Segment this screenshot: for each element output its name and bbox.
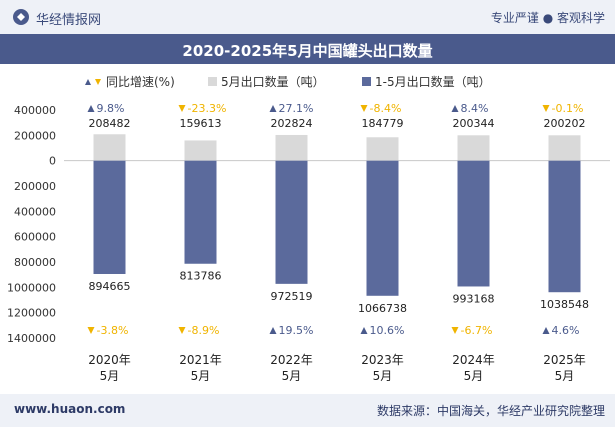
cumulative-bar bbox=[366, 160, 399, 296]
may-bar bbox=[275, 134, 308, 161]
cumulative-bar bbox=[93, 160, 126, 274]
x-category-label: 2024年 5月 bbox=[452, 353, 495, 383]
slogan: 专业严谨 ● 客观科学 bbox=[490, 11, 605, 25]
may-value-label: 202824 bbox=[271, 117, 313, 130]
legend-up-arrow-icon bbox=[85, 79, 91, 85]
growth-up-icon bbox=[360, 327, 368, 334]
cumulative-growth-label: 10.6% bbox=[370, 324, 405, 337]
growth-up-icon bbox=[87, 105, 95, 112]
x-axis: 2020年 5月 2021年 5月 2022年 5月 2023年 5月 2024年 5月 2025年… bbox=[88, 353, 586, 383]
may-growth-label: 8.4% bbox=[461, 102, 489, 115]
x-category-label: 2023年 5月 bbox=[361, 353, 404, 383]
y-tick-label: 800000 bbox=[14, 256, 56, 269]
may-growth-label: 9.8% bbox=[97, 102, 125, 115]
y-tick-label: 1000000 bbox=[7, 281, 56, 294]
cumulative-growth-label: -6.7% bbox=[461, 324, 493, 337]
may-bar bbox=[548, 135, 581, 161]
brand-name: 华经情报网 bbox=[36, 13, 102, 28]
footer-bar bbox=[0, 394, 615, 427]
x-category-label: 2022年 5月 bbox=[270, 353, 313, 383]
growth-up-icon bbox=[269, 327, 277, 334]
cumulative-growth-label: -3.8% bbox=[97, 324, 129, 337]
may-value-label: 200202 bbox=[544, 117, 586, 130]
cumulative-bar bbox=[275, 160, 308, 284]
x-category-label: 2025年 5月 bbox=[543, 353, 586, 383]
x-category-label: 2020年 5月 bbox=[88, 353, 131, 383]
growth-up-icon bbox=[542, 327, 550, 334]
y-tick-label: 200000 bbox=[14, 180, 56, 193]
legend-may-label: 5月出口数量（吨） bbox=[221, 74, 325, 89]
legend-growth-label: 同比增速(%) bbox=[106, 75, 175, 89]
growth-down-icon bbox=[178, 327, 186, 334]
legend-cumulative-swatch bbox=[362, 77, 371, 86]
x-category-label: 2021年 5月 bbox=[179, 353, 222, 383]
may-value-label: 208482 bbox=[89, 117, 131, 130]
cumulative-growth-label: -8.9% bbox=[188, 324, 220, 337]
may-bar bbox=[93, 134, 126, 161]
growth-down-icon bbox=[360, 105, 368, 112]
y-tick-label: 400000 bbox=[14, 205, 56, 218]
may-bar bbox=[184, 140, 217, 161]
growth-up-icon bbox=[269, 105, 277, 112]
cumulative-bar bbox=[457, 160, 490, 287]
growth-down-icon bbox=[542, 105, 550, 112]
may-growth-label: -8.4% bbox=[370, 102, 402, 115]
cumulative-bar bbox=[548, 160, 581, 293]
may-bar bbox=[366, 137, 399, 161]
cumulative-growth-label: 4.6% bbox=[552, 324, 580, 337]
may-growth-label: -23.3% bbox=[188, 102, 227, 115]
legend-down-arrow-icon bbox=[95, 79, 101, 85]
y-tick-label: 600000 bbox=[14, 231, 56, 244]
y-tick-label: 1200000 bbox=[7, 307, 56, 320]
website[interactable]: www.huaon.com bbox=[14, 402, 126, 416]
y-tick-label: 1400000 bbox=[7, 332, 56, 345]
y-tick-label: 400000 bbox=[14, 104, 56, 117]
cumulative-value-label: 1038548 bbox=[540, 298, 589, 311]
may-value-label: 184779 bbox=[362, 117, 404, 130]
chart-title: 2020-2025年5月中国罐头出口数量 bbox=[182, 42, 433, 60]
growth-down-icon bbox=[178, 105, 186, 112]
title-bar bbox=[0, 34, 615, 64]
cumulative-value-label: 993168 bbox=[453, 292, 495, 305]
y-tick-label: 200000 bbox=[14, 129, 56, 142]
legend-may-swatch bbox=[208, 77, 217, 86]
legend: 同比增速(%) 5月出口数量（吨） 1-5月出口数量（吨） bbox=[85, 74, 491, 89]
growth-down-icon bbox=[451, 327, 459, 334]
huajing-logo-icon bbox=[13, 9, 29, 25]
legend-cumulative-label: 1-5月出口数量（吨） bbox=[375, 74, 491, 89]
may-value-label: 159613 bbox=[180, 117, 222, 130]
data-source: 数据来源：中国海关，华经产业研究院整理 bbox=[376, 404, 605, 418]
cumulative-value-label: 894665 bbox=[89, 280, 131, 293]
bars bbox=[93, 134, 581, 296]
growth-down-icon bbox=[87, 327, 95, 334]
data-labels: 9.8% 208482 894665 -3.8% -23.3% 159613 813786 -… bbox=[87, 102, 589, 337]
growth-up-icon bbox=[451, 105, 459, 112]
cumulative-value-label: 813786 bbox=[180, 270, 222, 283]
y-tick-label: 0 bbox=[49, 155, 56, 168]
cumulative-bar bbox=[184, 160, 217, 264]
may-bar bbox=[457, 135, 490, 161]
may-growth-label: 27.1% bbox=[279, 102, 314, 115]
cumulative-value-label: 1066738 bbox=[358, 302, 407, 315]
bar-chart: 同比增速(%) 5月出口数量（吨） 1-5月出口数量（吨） 400000 200000… bbox=[7, 74, 610, 383]
cumulative-value-label: 972519 bbox=[271, 290, 313, 303]
may-value-label: 200344 bbox=[453, 117, 495, 130]
may-growth-label: -0.1% bbox=[552, 102, 584, 115]
y-axis: 400000 200000 0 200000 400000 600000 800000 100… bbox=[7, 104, 56, 345]
cumulative-growth-label: 19.5% bbox=[279, 324, 314, 337]
header-bar bbox=[0, 0, 615, 34]
